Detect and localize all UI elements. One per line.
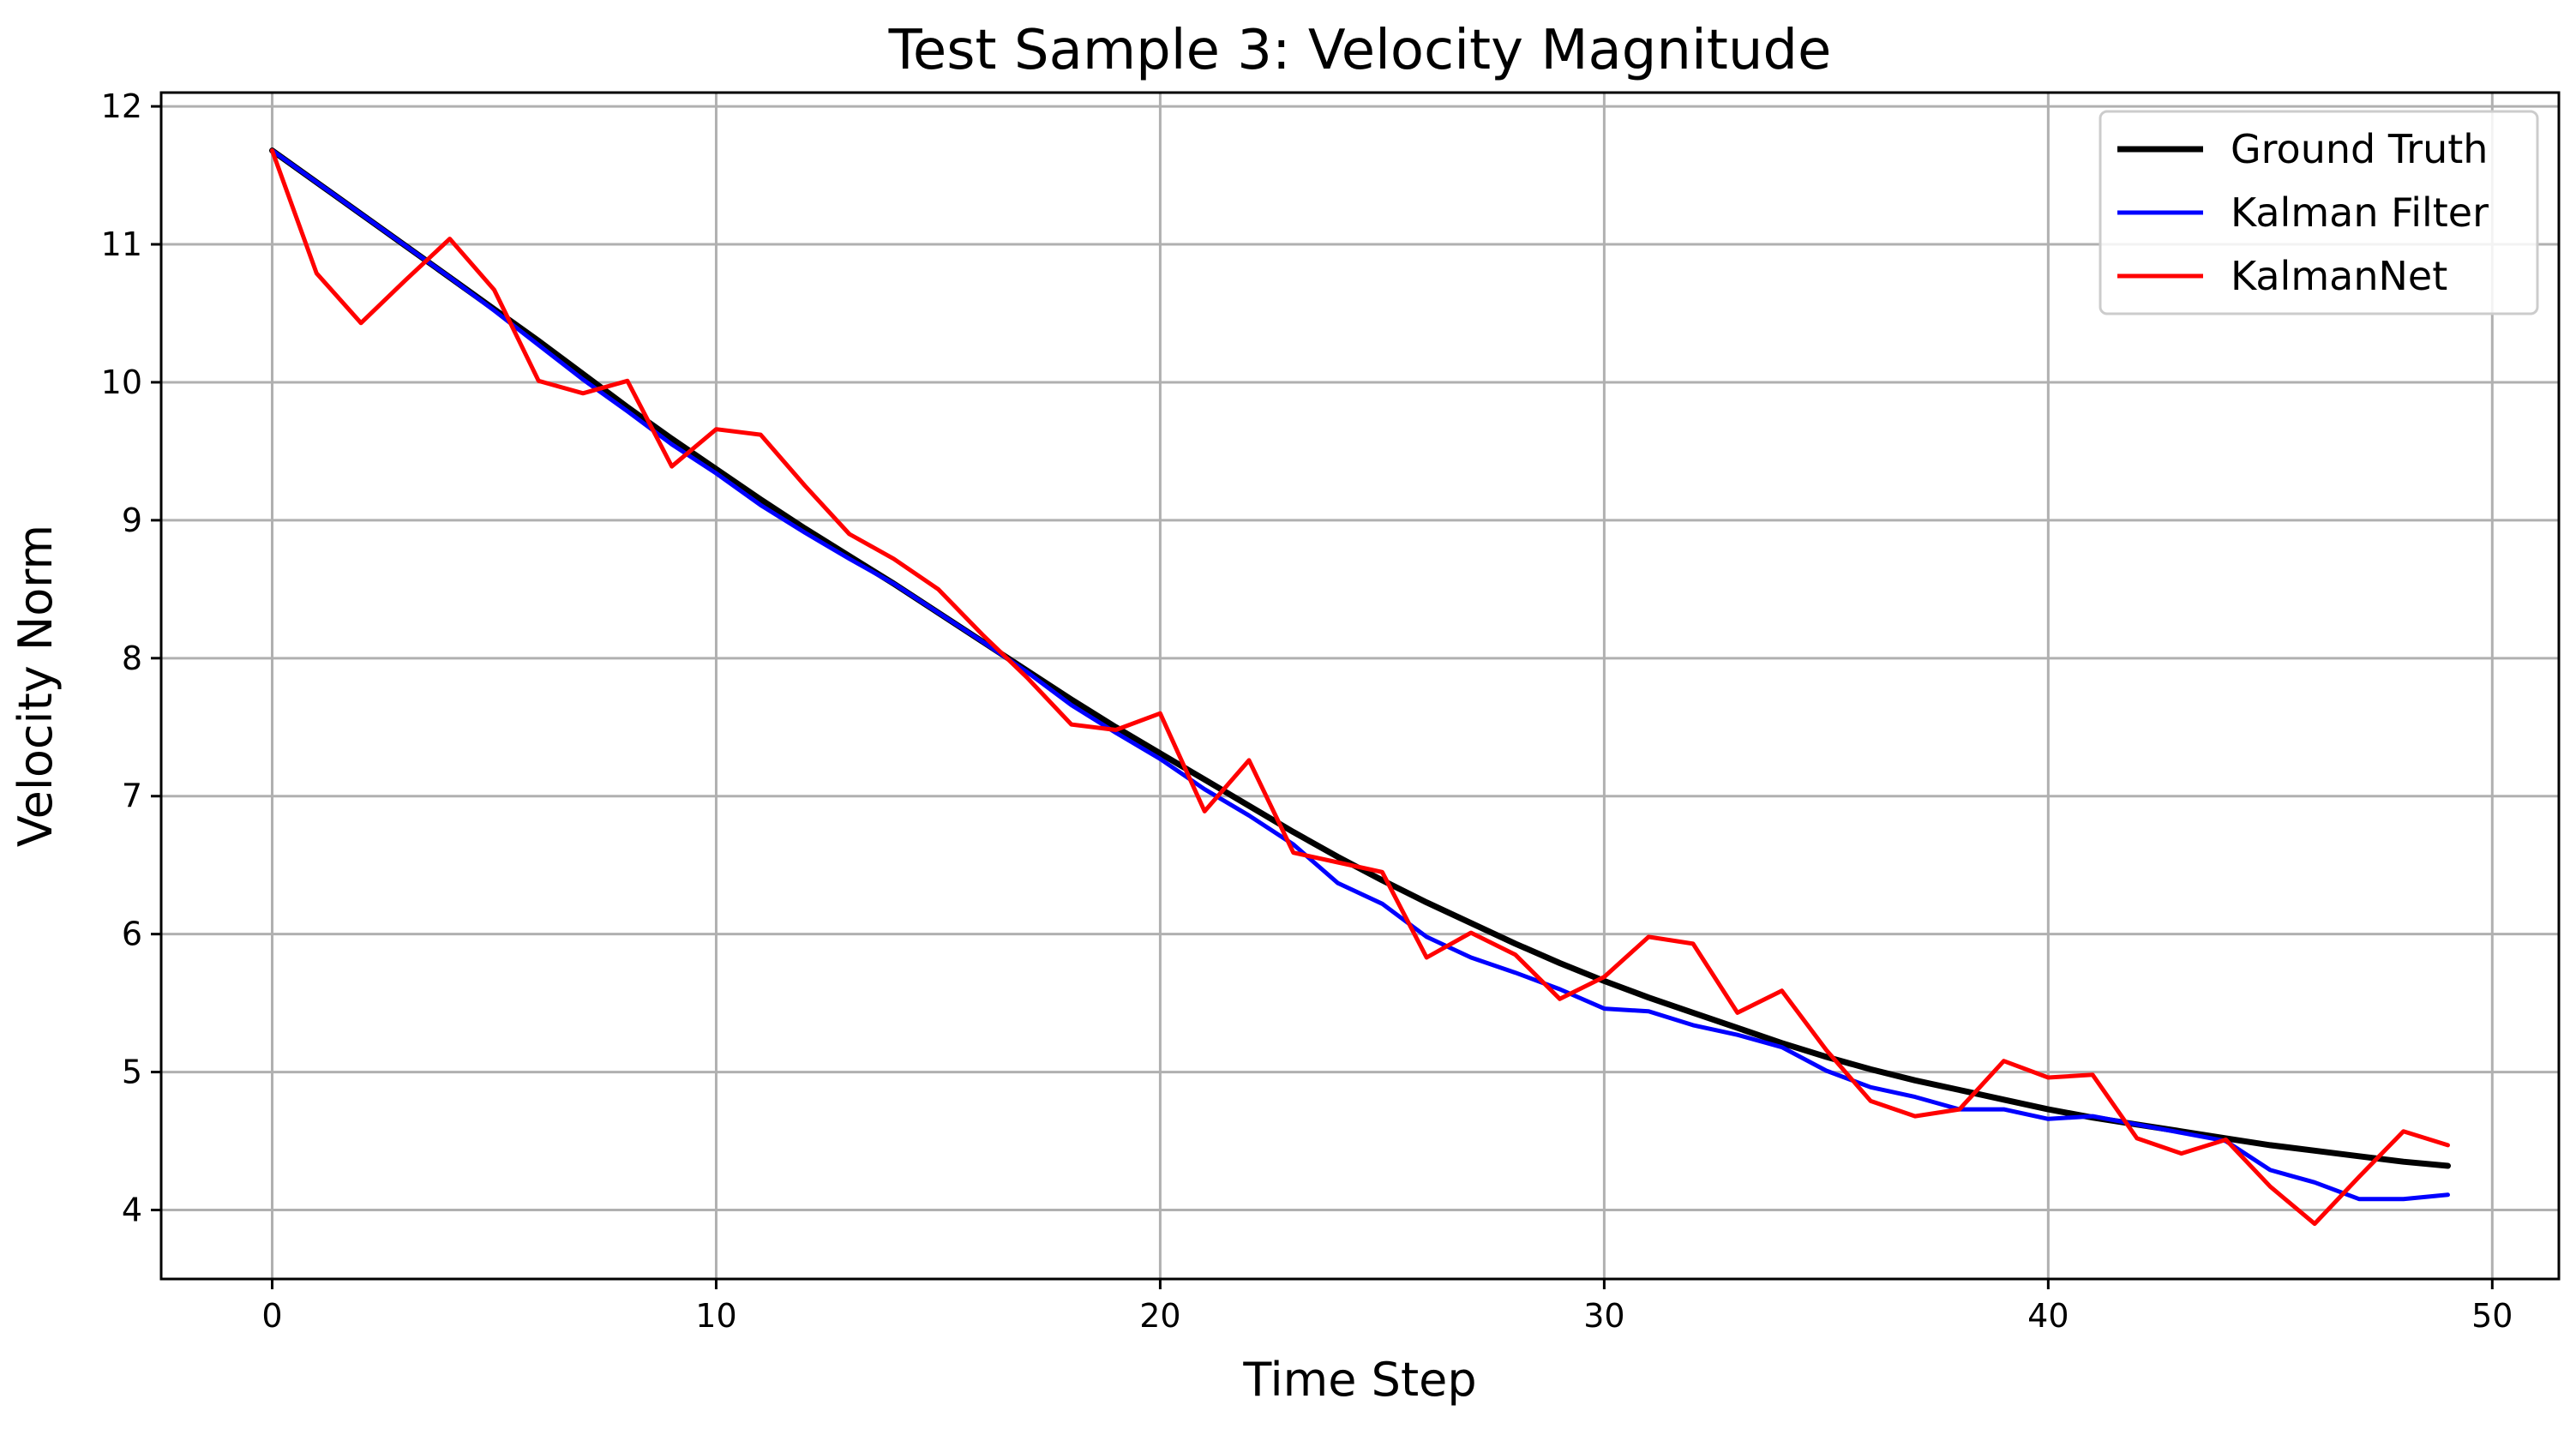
legend-label-ground-truth: Ground Truth: [2231, 126, 2488, 172]
x-tick-label: 50: [2471, 1297, 2513, 1335]
chart-title: Test Sample 3: Velocity Magnitude: [888, 19, 1832, 82]
y-tick-label: 10: [101, 363, 142, 401]
y-tick-label: 7: [122, 778, 142, 815]
grid: [161, 93, 2559, 1279]
x-axis-label: Time Step: [1242, 1353, 1476, 1407]
x-tick-label: 0: [261, 1297, 282, 1335]
axis-ticks: 0 10 20 30 40 50 4 5 6 7 8 9 10 11 12: [101, 87, 2513, 1335]
series-lines: [269, 147, 2451, 1227]
x-tick-label: 30: [1583, 1297, 1624, 1335]
x-tick-label: 20: [1139, 1297, 1180, 1335]
plot-frame: [159, 91, 2561, 1281]
legend-label-kalman-filter: Kalman Filter: [2231, 189, 2489, 236]
y-tick-label: 6: [122, 916, 142, 953]
legend-box: [2099, 110, 2539, 315]
y-tick-label: 12: [101, 87, 142, 125]
series-line-kalman-filter: [270, 148, 2450, 1202]
legend: Ground Truth Kalman Filter KalmanNet: [2099, 110, 2539, 315]
y-tick-label: 5: [122, 1054, 142, 1091]
x-tick-label: 40: [2027, 1297, 2069, 1335]
y-tick-label: 4: [122, 1192, 142, 1229]
y-tick-label: 9: [122, 501, 142, 539]
y-axis-label: Velocity Norm: [9, 525, 63, 847]
y-tick-label: 11: [101, 225, 142, 263]
x-tick-label: 10: [695, 1297, 736, 1335]
series-line-kalmannet: [270, 148, 2450, 1227]
y-tick-label: 8: [122, 639, 142, 677]
legend-label-kalmannet: KalmanNet: [2231, 253, 2447, 299]
